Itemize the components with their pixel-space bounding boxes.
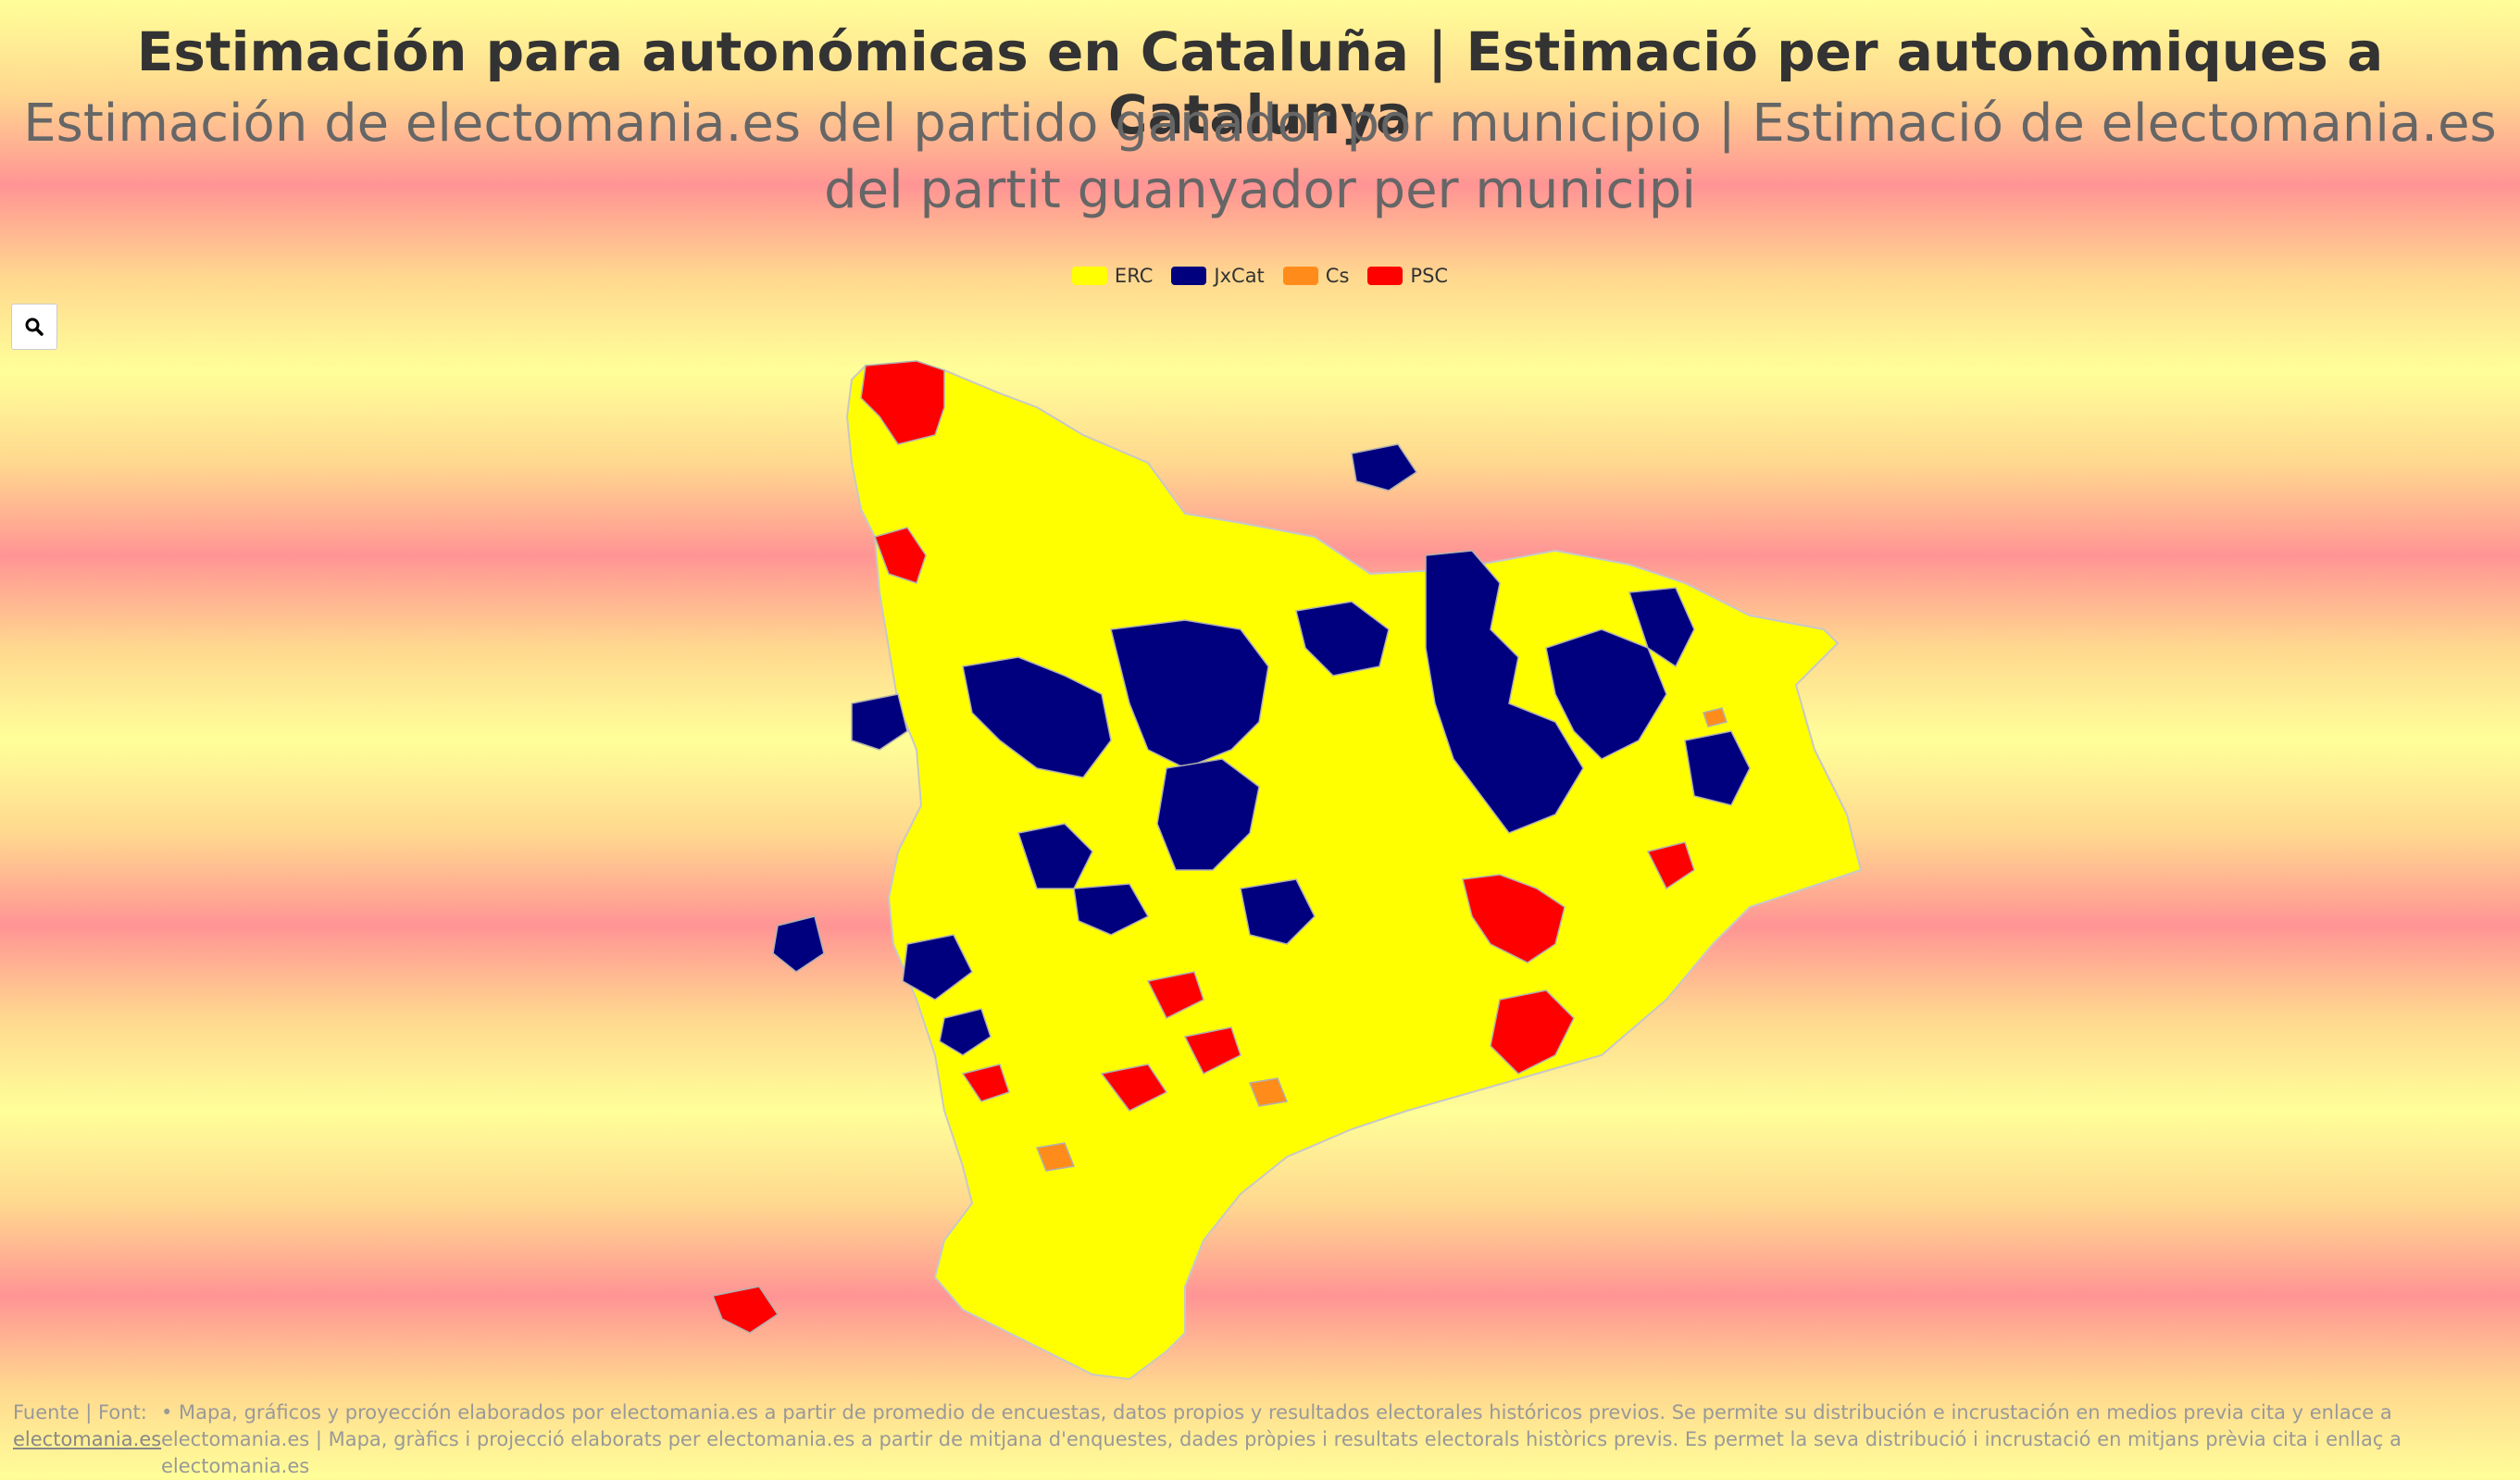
region-jxcat-11[interactable] (902, 934, 973, 1001)
region-jxcat-7[interactable] (1628, 587, 1695, 668)
region-jxcat-8[interactable] (1684, 730, 1751, 806)
page-subtitle: Estimación de electomania.es del partido… (23, 93, 2497, 220)
region-cs-2[interactable] (1035, 1142, 1076, 1172)
region-psc-ebre-delta[interactable] (711, 1286, 780, 1334)
legend-swatch-psc (1367, 267, 1403, 285)
region-psc-8[interactable] (1183, 1026, 1241, 1076)
page-title: Estimación para autonómicas en Cataluña … (136, 20, 2384, 146)
region-psc-barcelona[interactable] (1462, 874, 1566, 964)
legend-swatch-erc (1071, 267, 1107, 285)
region-jxcat-15[interactable] (1351, 443, 1418, 491)
footer-text: • Mapa, gráficos y proyección elaborados… (161, 1401, 2401, 1477)
legend-label-jxcat: JxCat (1214, 265, 1265, 287)
region-jxcat-12[interactable] (1240, 878, 1316, 945)
legend: ERC JxCat Cs PSC (0, 265, 2520, 287)
footer-label: Fuente | Font: (13, 1401, 147, 1424)
region-psc-val-daran[interactable] (860, 360, 945, 445)
zoom-button[interactable] (11, 304, 57, 350)
region-jxcat-13[interactable] (772, 915, 825, 973)
legend-label-cs: Cs (1325, 265, 1350, 287)
region-jxcat-16[interactable] (939, 1008, 992, 1056)
legend-swatch-jxcat (1171, 267, 1207, 285)
psc-regions (711, 360, 1695, 1334)
region-cs-3[interactable] (1703, 707, 1728, 728)
region-jxcat-4[interactable] (1295, 601, 1390, 677)
region-psc-6[interactable] (1146, 971, 1204, 1020)
region-jxcat-6[interactable] (1545, 628, 1667, 760)
legend-label-erc: ERC (1114, 265, 1154, 287)
region-jxcat-14[interactable] (1073, 883, 1150, 936)
region-erc-base[interactable] (845, 364, 1863, 1381)
search-icon (25, 317, 44, 336)
region-psc-9[interactable] (961, 1063, 1010, 1102)
legend-item-cs[interactable]: Cs (1282, 265, 1350, 287)
region-jxcat-1[interactable] (962, 656, 1112, 778)
region-jxcat-9[interactable] (1017, 823, 1093, 889)
legend-swatch-cs (1282, 267, 1318, 285)
region-jxcat-2[interactable] (1110, 619, 1269, 769)
region-jxcat-10[interactable] (851, 693, 908, 751)
legend-item-erc[interactable]: ERC (1071, 265, 1154, 287)
region-psc-2[interactable] (874, 527, 927, 584)
region-psc-5[interactable] (1646, 841, 1695, 890)
legend-item-jxcat[interactable]: JxCat (1171, 265, 1265, 287)
footer-link[interactable]: electomania.es (13, 1428, 162, 1450)
legend-label-psc: PSC (1410, 265, 1449, 287)
jxcat-regions (772, 443, 1751, 1056)
cs-regions (1035, 707, 1728, 1172)
region-psc-4[interactable] (1490, 989, 1575, 1075)
catalonia-map[interactable] (667, 352, 1870, 1398)
region-jxcat-3[interactable] (1156, 758, 1260, 871)
region-jxcat-5[interactable] (1425, 550, 1584, 834)
region-psc-7[interactable] (1100, 1063, 1168, 1112)
region-cs-1[interactable] (1248, 1077, 1289, 1107)
legend-item-psc[interactable]: PSC (1367, 265, 1448, 287)
